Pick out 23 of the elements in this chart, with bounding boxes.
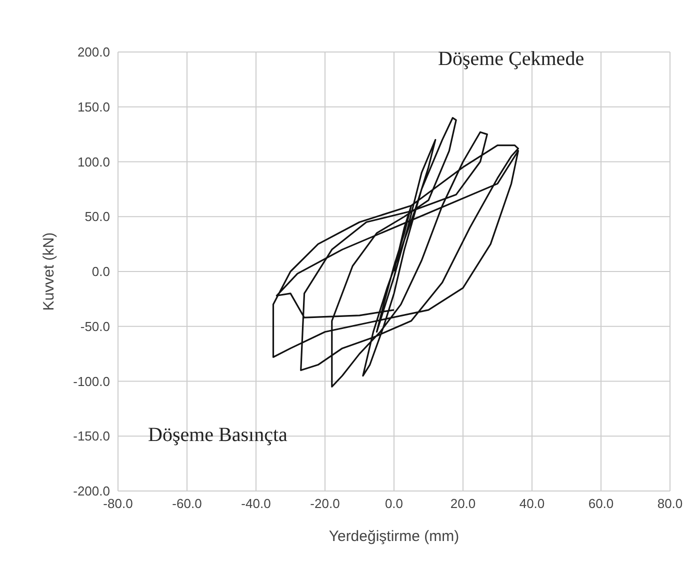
y-tick-label: -150.0 <box>73 428 110 444</box>
y-axis-title: Kuvvet (kN) <box>40 232 58 311</box>
annotation: Döşeme Basınçta <box>148 424 288 447</box>
line-series <box>272 117 519 388</box>
x-tick-label: 40.0 <box>519 496 545 512</box>
y-tick-label: 200.0 <box>77 44 110 60</box>
y-tick-label: -100.0 <box>73 374 110 389</box>
x-tick-label: -60.0 <box>172 496 202 512</box>
x-tick-label: -80.0 <box>103 496 133 512</box>
annotation: Döşeme Çekmede <box>438 48 584 71</box>
y-tick-label: -50.0 <box>80 318 110 334</box>
y-tick-label: 50.0 <box>84 209 110 224</box>
y-tick-label: 100.0 <box>77 154 110 170</box>
x-tick-label: -20.0 <box>310 496 340 512</box>
y-tick-label: -200.0 <box>73 484 110 499</box>
x-tick-label: -40.0 <box>241 496 271 512</box>
y-tick-label: 0.0 <box>92 264 110 280</box>
x-tick-label: 80.0 <box>657 496 683 512</box>
y-tick-label: 150.0 <box>77 99 110 114</box>
x-tick-label: 20.0 <box>450 496 476 512</box>
x-axis-title: Yerdeğiştirme (mm) <box>328 528 460 545</box>
x-tick-label: 60.0 <box>588 496 614 512</box>
x-tick-label: 0.0 <box>384 496 404 512</box>
